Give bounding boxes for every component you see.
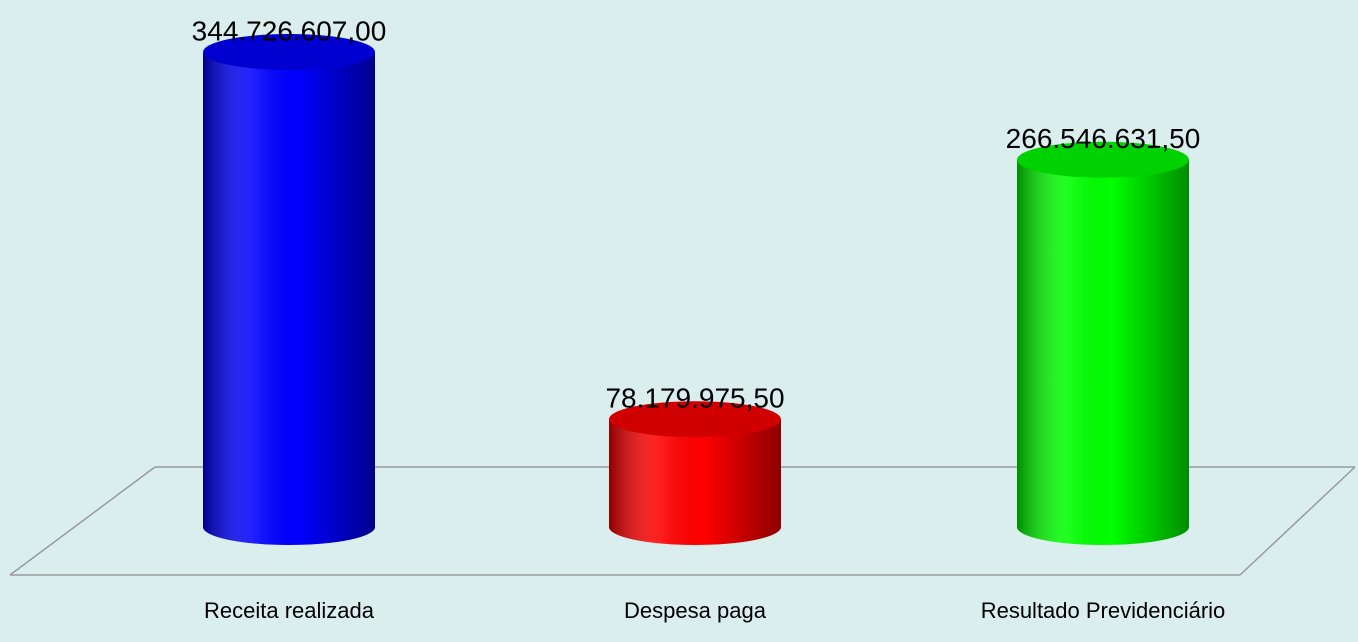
bar-shading [609, 419, 781, 545]
bar-top [1017, 141, 1189, 178]
bar-shading [203, 52, 375, 545]
bar-top [609, 401, 781, 438]
data-label: 266.546.631,50 [1006, 123, 1201, 154]
bars: 344.726.607,00 Receita realizada 78.179.97… [192, 15, 1226, 622]
bar-shading [1017, 159, 1189, 545]
bar-top [203, 34, 375, 70]
bar-top-shading [203, 34, 375, 70]
floor-right-edge [1239, 466, 1356, 576]
x-tick-label: Resultado Previdenciário [981, 598, 1226, 623]
floor-left-edge [9, 466, 156, 576]
data-label: 344.726.607,00 [192, 15, 387, 46]
bar-top-shading [1017, 141, 1189, 178]
x-tick-label: Receita realizada [204, 598, 375, 623]
x-tick-label: Despesa paga [624, 598, 767, 623]
bar-top-shading [609, 401, 781, 438]
data-label: 78.179.975,50 [605, 383, 784, 414]
